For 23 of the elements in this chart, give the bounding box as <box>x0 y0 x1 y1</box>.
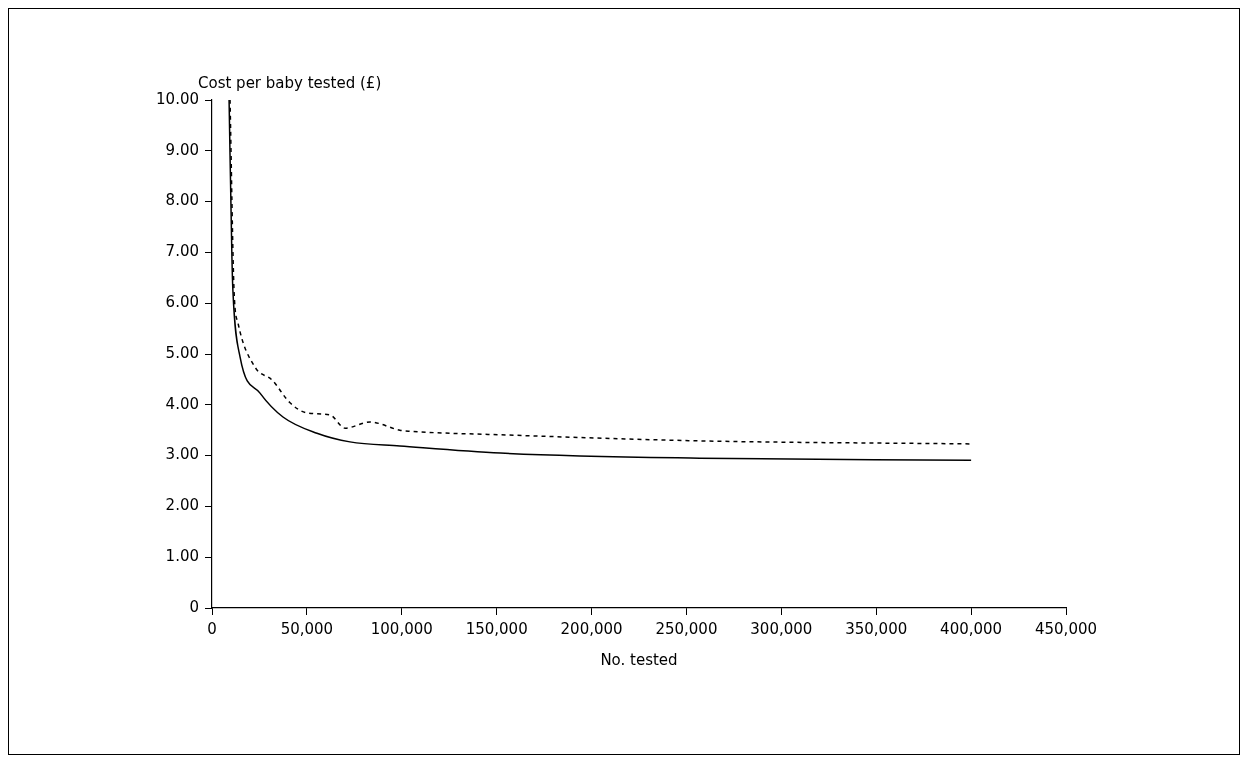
x-tick-label: 350,000 <box>845 619 908 638</box>
y-axis-title: Cost per baby tested (£) <box>198 74 382 93</box>
x-tick-label: 0 <box>207 619 217 638</box>
y-tick-label: 3.00 <box>165 445 199 464</box>
y-tick-label: 0 <box>189 597 199 616</box>
x-tick-label: 450,000 <box>1034 619 1098 638</box>
x-tick-label: 200,000 <box>560 619 623 638</box>
y-tick-label: 6.00 <box>165 293 199 312</box>
x-tick-label: 300,000 <box>750 619 813 638</box>
y-tick-label: 4.00 <box>165 394 199 413</box>
y-tick-label: 5.00 <box>165 343 199 362</box>
x-tick-label: 250,000 <box>655 619 718 638</box>
x-tick-label: 100,000 <box>370 619 433 638</box>
y-tick-label: 8.00 <box>165 191 199 210</box>
x-tick-label: 400,000 <box>940 619 1003 638</box>
y-tick-label: 9.00 <box>165 140 199 159</box>
x-axis-title: No. tested <box>600 651 678 670</box>
y-tick-label: 1.00 <box>165 547 199 566</box>
y-tick-label: 10.00 <box>156 89 199 108</box>
x-tick-label: 50,000 <box>280 619 334 638</box>
y-tick-label: 7.00 <box>165 242 199 261</box>
x-tick-label: 150,000 <box>465 619 528 638</box>
y-tick-label: 2.00 <box>165 496 199 515</box>
